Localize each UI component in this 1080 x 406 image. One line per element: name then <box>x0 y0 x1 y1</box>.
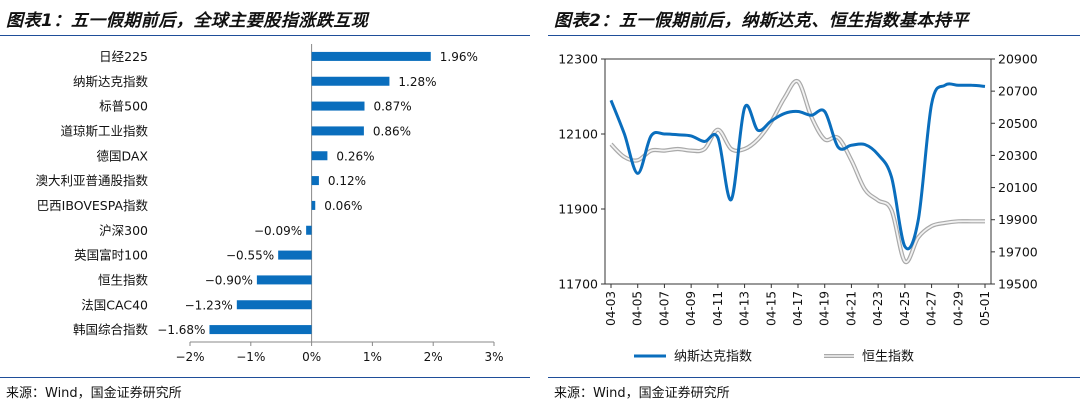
category-label: 韩国综合指数 <box>73 322 149 337</box>
right-y-tick-label: 19700 <box>998 244 1038 259</box>
x-tick-label: 3% <box>484 350 503 364</box>
x-tick-label: 2% <box>424 350 443 364</box>
right-title-rule <box>548 35 1080 36</box>
x-tick-label: 04-03 <box>604 291 618 326</box>
bar-7 <box>311 200 316 210</box>
right-y-tick-label: 20300 <box>998 148 1038 163</box>
left-y-tick-label: 12300 <box>558 52 598 67</box>
bar-12 <box>209 325 312 335</box>
data-label: −1.23% <box>185 298 233 312</box>
left-y-tick-label: 11900 <box>558 202 598 217</box>
category-label: 标普500 <box>99 99 148 114</box>
right-source-rule <box>548 377 1080 378</box>
category-label: 日经225 <box>99 49 148 64</box>
bar-10 <box>256 275 312 285</box>
data-label: 0.86% <box>373 124 411 138</box>
x-tick-label: 1% <box>363 350 382 364</box>
x-tick-label: −1% <box>236 350 265 364</box>
x-tick-label: 04-29 <box>951 291 965 326</box>
legend-label-hsi: 恒生指数 <box>862 350 914 365</box>
bar-8 <box>306 225 312 235</box>
category-label: 纳斯达克指数 <box>73 74 149 89</box>
category-label: 德国DAX <box>96 148 148 163</box>
right-y-tick-label: 19900 <box>998 212 1038 227</box>
data-label: −0.55% <box>226 249 274 263</box>
x-tick-label: 04-05 <box>631 291 645 326</box>
x-tick-label: 04-07 <box>657 291 671 326</box>
legend-label-nasdaq: 纳斯达克指数 <box>674 350 752 365</box>
category-label: 英国富时100 <box>74 248 148 263</box>
x-tick-label: 04-13 <box>738 291 752 326</box>
bar-4 <box>311 126 364 136</box>
bar-6 <box>311 176 319 186</box>
category-label: 法国CAC40 <box>81 297 148 312</box>
data-label: 1.96% <box>440 50 478 64</box>
bar-9 <box>278 250 312 260</box>
right-line-chart: 11700 11900 12100 12300 19500 19700 19900 20100… <box>558 52 1038 365</box>
right-y-tick-label: 20500 <box>998 116 1038 131</box>
bar-11 <box>236 300 312 310</box>
series-line-hsi <box>610 80 985 263</box>
series-line-nasdaq <box>609 82 986 251</box>
category-label: 恒生指数 <box>98 272 149 287</box>
x-tick-label: 04-25 <box>898 291 912 326</box>
data-label: 0.06% <box>324 199 362 213</box>
bar-3 <box>311 101 365 111</box>
left-chart-title: 图表1：五一假期前后，全球主要股指涨跌互现 <box>6 11 369 31</box>
series-line-outline <box>609 78 985 265</box>
data-label: 0.26% <box>336 149 374 163</box>
x-tick-label: 05-01 <box>978 291 992 326</box>
left-source-note: 来源：Wind，国金证券研究所 <box>6 386 182 401</box>
left-y-tick-label: 11700 <box>558 277 598 292</box>
x-tick-label: 0% <box>302 350 321 364</box>
left-source-rule <box>0 377 530 378</box>
x-tick-label: −2% <box>175 350 204 364</box>
x-tick-label: 04-17 <box>791 291 805 326</box>
data-label: 0.87% <box>373 100 411 114</box>
data-label: −1.68% <box>157 323 205 337</box>
bar-5 <box>311 151 328 161</box>
right-y-tick-label: 20700 <box>998 84 1038 99</box>
right-y-tick-label: 20900 <box>998 52 1038 67</box>
x-tick-label: 04-19 <box>818 291 832 326</box>
data-label: 1.28% <box>398 75 436 89</box>
left-y-tick-label: 12100 <box>558 127 598 142</box>
x-tick-label: 04-23 <box>871 291 885 326</box>
right-source-note: 来源：Wind，国金证券研究所 <box>554 386 730 401</box>
x-tick-label: 04-21 <box>844 291 858 326</box>
x-tick-label: 04-09 <box>684 291 698 326</box>
data-label: −0.09% <box>254 224 302 238</box>
category-label: 巴西IBOVESPA指数 <box>37 198 149 213</box>
x-tick-label: 04-27 <box>925 291 939 326</box>
bar-2 <box>311 76 390 86</box>
data-label: 0.12% <box>328 174 366 188</box>
left-bar-chart: 日经225 1.96% 纳斯达克指数 1.28% 标普500 0.87% 道琼斯工业指数 0.… <box>35 44 504 364</box>
category-label: 澳大利亚普通股指数 <box>35 173 148 188</box>
right-y-tick-label: 19500 <box>998 277 1038 292</box>
data-label: −0.90% <box>205 273 253 287</box>
category-label: 道琼斯工业指数 <box>60 123 148 138</box>
category-label: 沪深300 <box>99 223 148 238</box>
right-y-tick-label: 20100 <box>998 180 1038 195</box>
right-chart-panel: 图表2：五一假期前后，纳斯达克、恒生指数基本持平 11700 11900 12100… <box>548 0 1080 406</box>
left-chart-panel: 图表1：五一假期前后，全球主要股指涨跌互现 日经225 1.96% 纳斯达克指数 1.… <box>0 0 530 406</box>
x-tick-label: 04-11 <box>711 291 725 326</box>
x-tick-label: 04-15 <box>764 291 778 326</box>
bar-1 <box>311 51 431 61</box>
left-title-rule <box>0 35 530 36</box>
right-chart-title: 图表2：五一假期前后，纳斯达克、恒生指数基本持平 <box>554 11 969 31</box>
